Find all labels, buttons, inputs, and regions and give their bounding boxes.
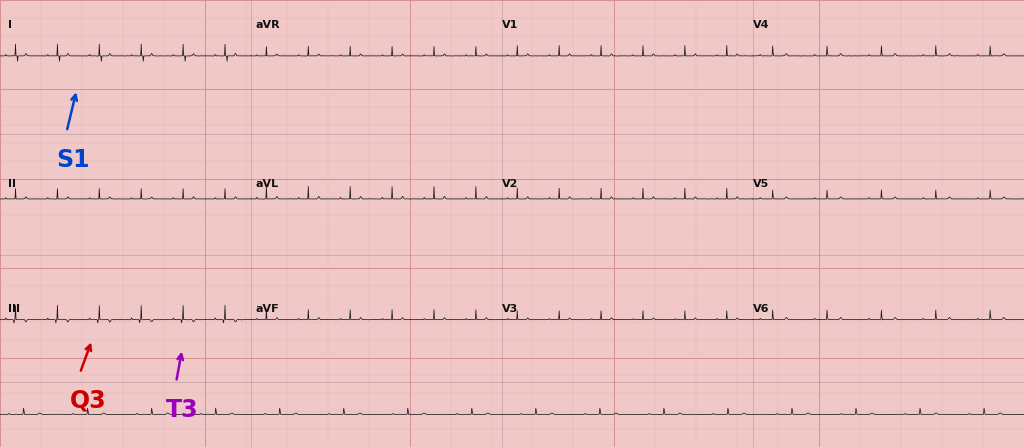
Text: V2: V2 bbox=[502, 179, 518, 189]
Text: aVL: aVL bbox=[256, 179, 280, 189]
Text: II: II bbox=[8, 179, 16, 189]
Text: aVF: aVF bbox=[256, 304, 280, 314]
Text: V1: V1 bbox=[502, 20, 518, 30]
Text: I: I bbox=[8, 20, 12, 30]
Text: V6: V6 bbox=[753, 304, 769, 314]
Text: V3: V3 bbox=[502, 304, 518, 314]
Text: V5: V5 bbox=[753, 179, 769, 189]
Text: Q3: Q3 bbox=[70, 389, 106, 413]
Text: T3: T3 bbox=[166, 398, 199, 422]
Text: V4: V4 bbox=[753, 20, 769, 30]
Text: III: III bbox=[8, 304, 20, 314]
Text: aVR: aVR bbox=[256, 20, 281, 30]
Text: S1: S1 bbox=[56, 148, 90, 172]
